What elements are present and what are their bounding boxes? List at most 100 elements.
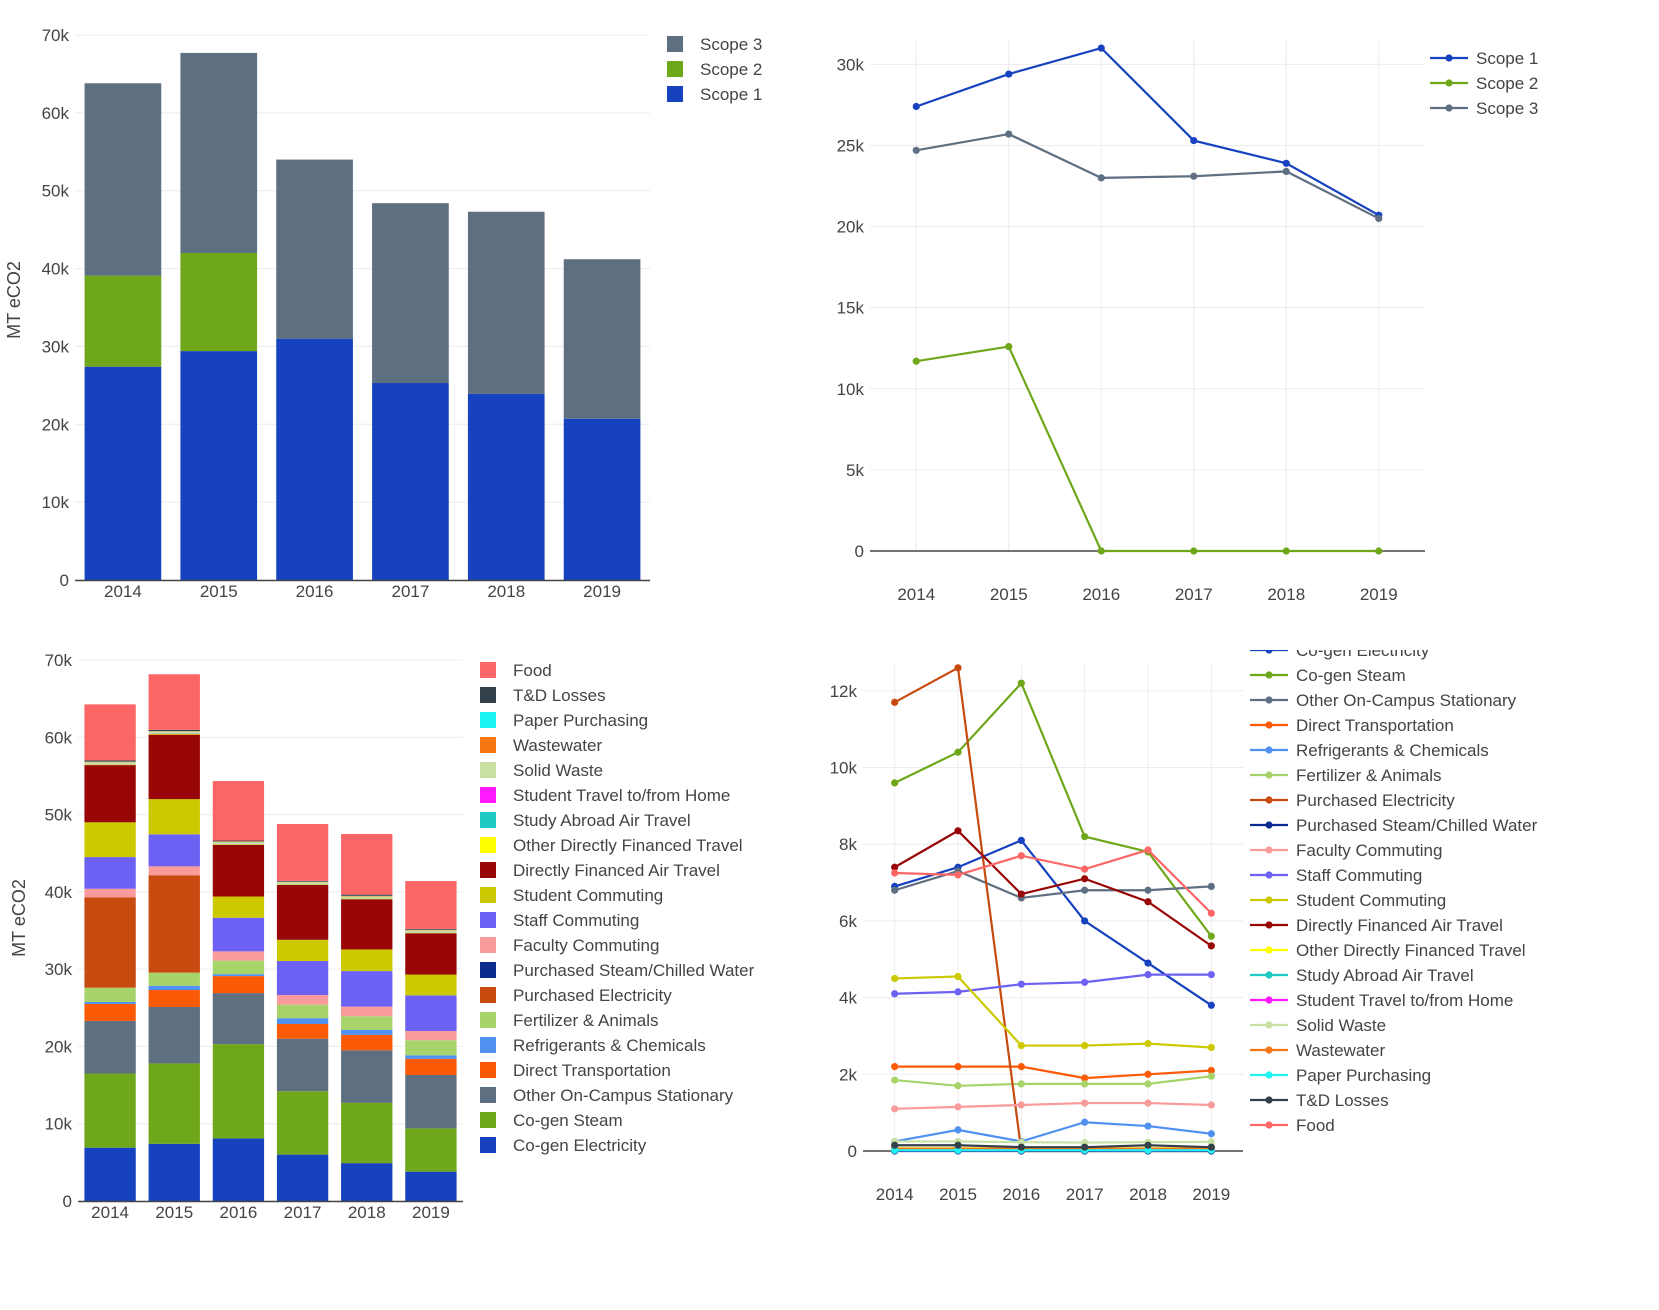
legend-label: Wastewater xyxy=(1296,1041,1385,1060)
y-tick-label: 60k xyxy=(42,104,70,123)
point-faculty-commuting-2015 xyxy=(954,1103,962,1111)
legend-item: Faculty Commuting xyxy=(480,936,659,955)
point-scope-2-2014 xyxy=(912,357,920,365)
legend-label: Student Commuting xyxy=(513,886,663,905)
legend-item: Scope 2 xyxy=(1430,74,1538,93)
line-fertilizer-and-animals xyxy=(894,1075,1212,1087)
x-axis-ticks: 2014 2015 2016 2017 2018 2019 xyxy=(897,585,1397,604)
legend-item: Faculty Commuting xyxy=(1250,841,1442,860)
point-food-2018 xyxy=(1144,846,1152,854)
bar-student-commuting-2017 xyxy=(276,939,329,962)
line-co-gen-electricity xyxy=(894,839,1212,1007)
y-tick-label: 0 xyxy=(848,1142,857,1161)
legend-swatch xyxy=(480,1062,496,1078)
bar-purchased-electricity-2015 xyxy=(148,875,200,973)
legend-marker xyxy=(1265,821,1273,829)
bar-tandd-losses-2015 xyxy=(148,729,200,732)
y-tick-label: 70k xyxy=(42,26,70,45)
bar-food-2014 xyxy=(84,704,136,761)
point-solid-waste-2016 xyxy=(1017,1138,1025,1146)
legend: Food T&D Losses Paper Purchasing Wastewater… xyxy=(480,661,755,1155)
line-purchased-electricity xyxy=(894,666,1212,1153)
legend-label: Directly Financed Air Travel xyxy=(513,861,720,880)
bar-solid-waste-2016 xyxy=(212,841,265,844)
line-direct-transportation xyxy=(894,1065,1212,1080)
bar-co-gen-electricity-2015 xyxy=(148,1143,200,1201)
bar-faculty-commuting-2016 xyxy=(212,951,265,961)
bar-refrigerants-and-chemicals-2015 xyxy=(148,985,200,991)
point-fertilizer-and-animals-2019 xyxy=(1207,1072,1215,1080)
legend-swatch xyxy=(480,912,496,928)
legend-marker xyxy=(1265,671,1273,679)
bar-staff-commuting-2018 xyxy=(341,971,393,1007)
legend-item: Scope 3 xyxy=(1430,99,1538,118)
legend-swatch xyxy=(480,812,496,828)
legend-label: Solid Waste xyxy=(1296,1016,1386,1035)
bar-solid-waste-2014 xyxy=(84,762,136,765)
bar-other-on-campus-stationary-2019 xyxy=(405,1075,457,1129)
bar-co-gen-steam-2017 xyxy=(276,1091,329,1155)
x-tick-label: 2018 xyxy=(487,582,525,601)
bar-other-directly-financed-travel-2018 xyxy=(341,898,393,900)
bar-scope-1-2019 xyxy=(563,418,641,580)
legend-label: Co-gen Steam xyxy=(1296,666,1406,685)
legend-swatch xyxy=(480,762,496,778)
legend-item: Other On-Campus Stationary xyxy=(1250,691,1517,710)
bar-scope-1-2017 xyxy=(372,383,449,580)
y-tick-label: 6k xyxy=(839,912,857,931)
legend-label: Wastewater xyxy=(513,736,602,755)
legend-label: Scope 1 xyxy=(1476,49,1538,68)
bars xyxy=(84,674,457,1201)
bar-food-2017 xyxy=(276,824,329,881)
legend: Scope 3 Scope 2 Scope 1 xyxy=(667,35,762,104)
legend-label: Study Abroad Air Travel xyxy=(1296,966,1474,985)
legend-item: Co-gen Electricity xyxy=(480,1136,647,1155)
legend-item: Purchased Electricity xyxy=(480,986,672,1005)
bar-food-2016 xyxy=(212,781,265,841)
x-tick-label: 2019 xyxy=(583,582,621,601)
bar-student-commuting-2019 xyxy=(405,974,457,996)
point-scope-1-2015 xyxy=(1005,70,1013,78)
legend-swatch xyxy=(480,787,496,803)
point-staff-commuting-2015 xyxy=(954,988,962,996)
bar-food-2015 xyxy=(148,674,200,730)
point-refrigerants-and-chemicals-2018 xyxy=(1144,1122,1152,1130)
y-axis-ticks: 0 10k 20k 30k 40k 50k 60k 70k xyxy=(45,651,73,1211)
bar-fertilizer-and-animals-2019 xyxy=(405,1040,457,1056)
legend-item: Co-gen Steam xyxy=(480,1111,623,1130)
bar-other-on-campus-stationary-2015 xyxy=(148,1007,200,1064)
legend-label: Scope 2 xyxy=(700,60,762,79)
legend-item: Wastewater xyxy=(1250,1041,1385,1060)
point-direct-transportation-2018 xyxy=(1144,1070,1152,1078)
legend-item: Direct Transportation xyxy=(480,1061,671,1080)
x-axis-ticks: 2014 2015 2016 2017 2018 2019 xyxy=(876,1185,1230,1204)
bar-staff-commuting-2014 xyxy=(84,857,136,889)
y-axis-title: MT eCO2 xyxy=(4,261,24,339)
legend-item: Study Abroad Air Travel xyxy=(1250,966,1474,985)
point-tandd-losses-2014 xyxy=(891,1141,899,1149)
y-tick-label: 0 xyxy=(60,571,69,590)
legend-item: T&D Losses xyxy=(1250,1091,1389,1110)
legend-item: Solid Waste xyxy=(1250,1016,1386,1035)
point-faculty-commuting-2017 xyxy=(1081,1099,1089,1107)
legend-label: Other On-Campus Stationary xyxy=(1296,691,1517,710)
bar-faculty-commuting-2015 xyxy=(148,866,200,876)
point-faculty-commuting-2019 xyxy=(1207,1101,1215,1109)
bar-tandd-losses-2019 xyxy=(405,928,457,930)
x-tick-label: 2014 xyxy=(104,582,142,601)
point-direct-transportation-2016 xyxy=(1017,1063,1025,1071)
point-other-on-campus-stationary-2014 xyxy=(891,886,899,894)
chart-panel-top-left: 0 10k 20k 30k 40k 50k 60k 70k 2014 2015 2016 2017 20… xyxy=(0,0,830,650)
legend-item: Purchased Steam/Chilled Water xyxy=(480,961,755,980)
bar-solid-waste-2018 xyxy=(341,896,393,899)
point-student-commuting-2019 xyxy=(1207,1043,1215,1052)
bar-purchased-electricity-2014 xyxy=(84,897,136,988)
point-paper-purchasing-2018 xyxy=(1144,1146,1152,1154)
bar-refrigerants-and-chemicals-2016 xyxy=(212,974,265,977)
legend-swatch xyxy=(480,662,496,678)
point-staff-commuting-2017 xyxy=(1081,978,1089,986)
line-scope-2 xyxy=(916,345,1379,553)
x-tick-label: 2014 xyxy=(91,1203,129,1222)
point-scope-3-2014 xyxy=(912,146,920,154)
